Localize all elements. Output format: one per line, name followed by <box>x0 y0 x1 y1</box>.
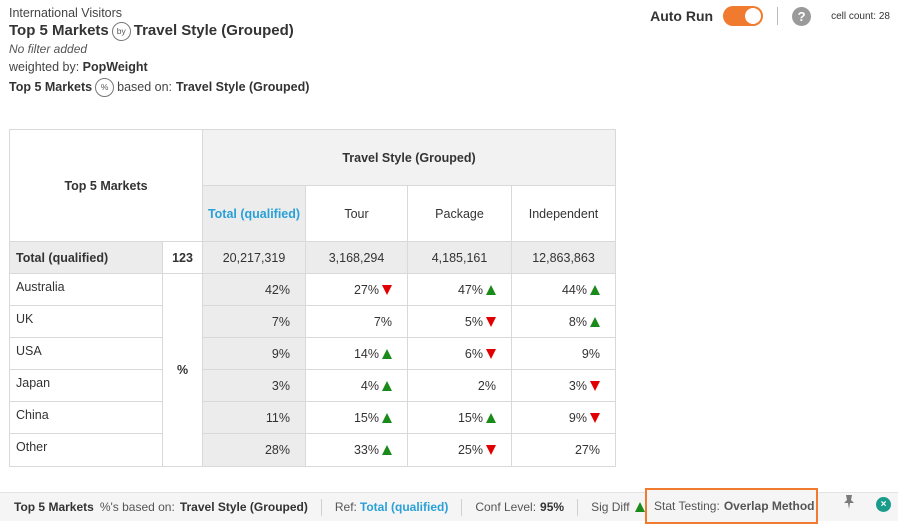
ref-value: Total (qualified) <box>359 500 449 514</box>
based-on-var: Travel Style (Grouped) <box>176 80 310 94</box>
table-cell: 15% <box>407 401 512 434</box>
report-header: International Visitors Top 5 Markets by … <box>9 6 309 97</box>
col-package[interactable]: Package <box>407 185 512 242</box>
weight-var: PopWeight <box>82 60 148 74</box>
table-cell: 28% <box>202 433 306 467</box>
pin-icon-svg <box>844 495 854 509</box>
col-tour[interactable]: Tour <box>305 185 408 242</box>
table-cell: 47% <box>407 273 512 306</box>
auto-run-toggle[interactable] <box>723 6 764 26</box>
row-label-japan: Japan <box>9 369 163 402</box>
total-value: 20,217,319 <box>202 241 306 274</box>
base-count: 123 <box>162 241 203 274</box>
table-cell: 6% <box>407 337 512 370</box>
column-header: Travel Style (Grouped) <box>202 129 616 186</box>
weighted-label: weighted by: <box>9 60 80 74</box>
table-cell: 11% <box>202 401 306 434</box>
stat-testing-button[interactable]: Stat Testing: Overlap Method <box>645 488 818 524</box>
table-cell: 42% <box>202 273 306 306</box>
percent-label: % <box>162 273 203 467</box>
report-title: Top 5 Markets by Travel Style (Grouped) <box>9 21 309 41</box>
table-cell: 14% <box>305 337 408 370</box>
table-cell: 25% <box>407 433 512 467</box>
total-value: 3,168,294 <box>305 241 408 274</box>
title-col-var: Travel Style (Grouped) <box>133 22 294 39</box>
by-icon: by <box>111 21 131 41</box>
table-cell: 7% <box>305 305 408 338</box>
sig-up-icon <box>634 502 645 512</box>
percent-info: Top 5 Markets % based on: Travel Style (… <box>9 77 309 97</box>
filter-status: No filter added <box>9 42 88 56</box>
sig-up-icon <box>486 284 496 295</box>
help-icon[interactable]: ? <box>792 6 812 26</box>
ref-label: Ref: <box>334 500 357 514</box>
table-cell: 5% <box>407 305 512 338</box>
row-label-china: China <box>9 401 163 434</box>
footer-col-var: Travel Style (Grouped) <box>179 500 308 514</box>
row-label-uk: UK <box>9 305 163 338</box>
conf-label: Conf Level: <box>475 500 537 514</box>
table-cell: 9% <box>202 337 306 370</box>
sig-down-icon <box>486 316 496 327</box>
footer-conf-level[interactable]: Conf Level: 95% <box>462 498 579 516</box>
row-label-australia: Australia <box>9 273 163 306</box>
row-label-other: Other <box>9 433 163 467</box>
top-controls: Auto Run ? cell count: 28 <box>650 5 890 27</box>
cell-count: cell count: 28 <box>831 10 890 22</box>
table-cell: 2% <box>407 369 512 402</box>
table-cell: 27% <box>305 273 408 306</box>
footer-ref[interactable]: Ref: Total (qualified) <box>322 498 463 516</box>
divider <box>777 7 779 25</box>
stat-testing-label: Stat Testing: <box>654 499 720 513</box>
table-cell: 3% <box>202 369 306 402</box>
auto-run-label: Auto Run <box>650 8 714 24</box>
table-cell: 3% <box>511 369 616 402</box>
table-cell: 27% <box>511 433 616 467</box>
sig-up-icon <box>590 316 600 327</box>
sig-up-icon <box>486 412 496 423</box>
footer-pct-based-label: %'s based on: <box>99 500 175 514</box>
sig-down-icon <box>382 284 392 295</box>
sig-up-icon <box>590 284 600 295</box>
row-header: Top 5 Markets <box>9 129 203 242</box>
sig-up-icon <box>382 348 392 359</box>
sig-up-icon <box>382 445 392 455</box>
close-icon[interactable]: × <box>876 497 891 512</box>
table-cell: 4% <box>305 369 408 402</box>
sig-up-icon <box>382 380 392 391</box>
sig-down-icon <box>486 445 496 455</box>
table-cell: 7% <box>202 305 306 338</box>
footer-row-var: Top 5 Markets <box>14 500 94 514</box>
table-cell: 15% <box>305 401 408 434</box>
sig-down-icon <box>486 348 496 359</box>
stat-testing-value: Overlap Method <box>723 499 815 513</box>
conf-value: 95% <box>540 500 565 514</box>
col-total-qualified[interactable]: Total (qualified) <box>202 185 306 242</box>
title-row-var: Top 5 Markets <box>9 22 109 39</box>
total-value: 12,863,863 <box>511 241 616 274</box>
sig-down-icon <box>590 380 600 391</box>
sig-diff-label: Sig Diff <box>591 500 630 514</box>
table-cell: 9% <box>511 401 616 434</box>
row-label-usa: USA <box>9 337 163 370</box>
toggle-knob <box>745 8 762 24</box>
crosstab-table: Top 5 Markets Travel Style (Grouped) Tot… <box>9 129 616 467</box>
table-cell: 9% <box>511 337 616 370</box>
pin-icon[interactable] <box>842 494 856 514</box>
sig-up-icon <box>382 412 392 423</box>
col-independent[interactable]: Independent <box>511 185 616 242</box>
footer-percent-base[interactable]: Top 5 Markets %'s based on: Travel Style… <box>0 498 322 516</box>
dataset-name: International Visitors <box>9 6 123 20</box>
pct-row-var: Top 5 Markets <box>9 80 93 94</box>
table-cell: 44% <box>511 273 616 306</box>
table-cell: 8% <box>511 305 616 338</box>
total-row-label: Total (qualified) <box>9 241 163 274</box>
weight-info: weighted by: PopWeight <box>9 58 309 77</box>
sig-down-icon <box>590 412 600 423</box>
table-cell: 33% <box>305 433 408 467</box>
percent-icon: % <box>95 77 115 97</box>
total-value: 4,185,161 <box>407 241 512 274</box>
based-on-label: based on: <box>117 80 173 94</box>
